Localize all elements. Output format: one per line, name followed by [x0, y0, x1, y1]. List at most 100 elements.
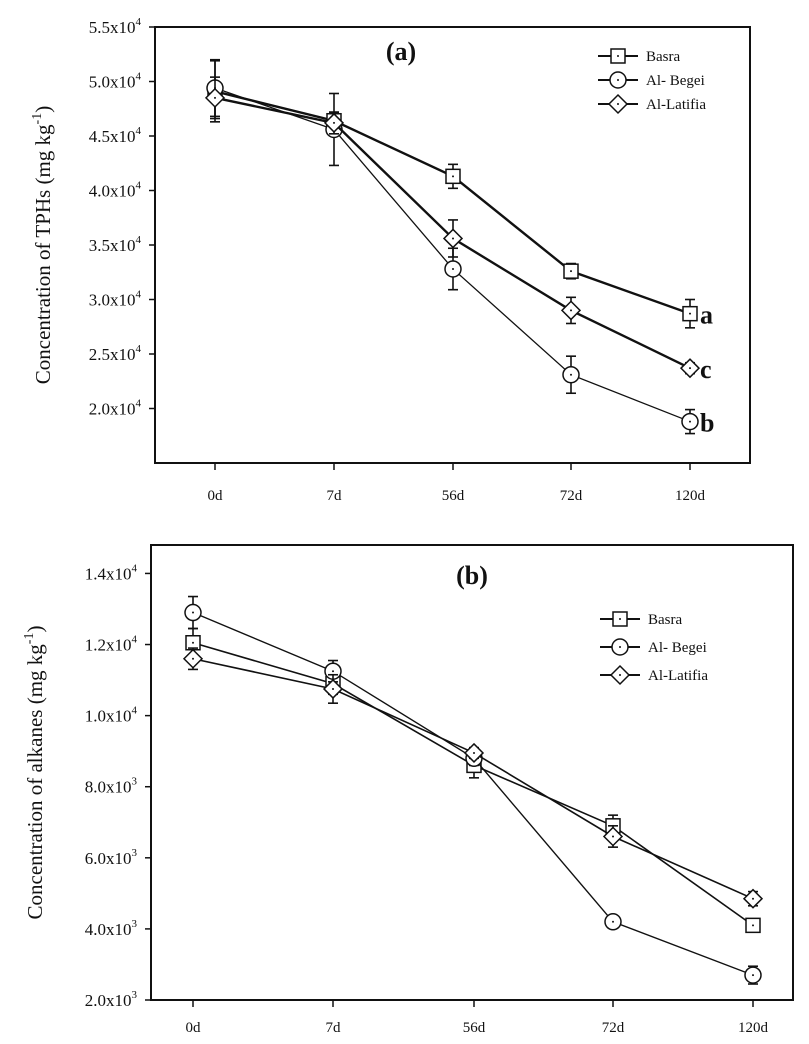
marker-center-dot — [192, 641, 194, 644]
legend-item: Al-Latifia — [598, 93, 706, 115]
y-tick-exponent: 3 — [132, 918, 138, 930]
y-tick-exponent: 3 — [132, 847, 138, 859]
chart-title: (b) — [456, 561, 488, 590]
y-axis-label: Concentration of alkanes (mg kg-1) — [22, 626, 47, 920]
x-tick-label: 56d — [442, 488, 465, 504]
marker-center-dot — [332, 687, 334, 690]
legend-label: Al- Begei — [648, 640, 707, 656]
y-axis-label-sup: -1 — [30, 113, 45, 125]
marker-center-dot — [619, 674, 621, 676]
y-tick-label: 1.0x104 — [85, 705, 138, 726]
y-tick-label: 1.4x104 — [85, 562, 138, 583]
x-tick-label: 56d — [463, 1020, 486, 1036]
y-tick-exponent: 3 — [132, 776, 138, 788]
legend-label: Basra — [646, 49, 680, 65]
x-tick-label: 72d — [602, 1020, 625, 1036]
marker-center-dot — [752, 924, 754, 927]
marker-center-dot — [452, 267, 454, 270]
marker-center-dot — [612, 835, 614, 838]
legend-label: Al- Begei — [646, 73, 705, 89]
y-axis-label-end: ) — [31, 106, 55, 113]
y-tick-base: 4.0x10 — [89, 182, 136, 201]
y-tick-exponent: 4 — [136, 16, 142, 28]
y-tick-label: 5.0x104 — [89, 71, 142, 92]
y-tick-label: 1.2x104 — [85, 634, 138, 655]
y-tick-base: 1.2x10 — [85, 636, 132, 655]
significance-letter: a — [700, 301, 713, 330]
y-tick-label: 3.5x104 — [89, 234, 142, 255]
y-axis-label-sup: -1 — [22, 633, 37, 645]
y-tick-exponent: 4 — [136, 343, 142, 355]
y-tick-exponent: 4 — [132, 562, 138, 574]
y-tick-exponent: 4 — [136, 71, 142, 83]
marker-center-dot — [689, 420, 691, 423]
y-tick-label: 3.0x104 — [89, 289, 142, 310]
legend-item: Al- Begei — [598, 71, 705, 89]
chart-title: (a) — [386, 37, 416, 66]
y-tick-base: 5.0x10 — [89, 73, 136, 92]
y-tick-base: 6.0x10 — [85, 849, 132, 868]
marker-center-dot — [452, 237, 454, 240]
y-tick-label: 8.0x103 — [85, 776, 138, 797]
series-al-latifia: c — [204, 76, 712, 384]
marker-center-dot — [333, 121, 335, 124]
marker-center-dot — [192, 657, 194, 660]
significance-letter: c — [700, 355, 712, 384]
marker-center-dot — [192, 611, 194, 614]
y-tick-base: 3.0x10 — [89, 291, 136, 310]
legend-label: Al-Latifia — [648, 668, 708, 684]
y-axis-label-end: ) — [23, 626, 47, 633]
marker-center-dot — [689, 312, 691, 315]
y-tick-label: 6.0x103 — [85, 847, 138, 868]
y-tick-base: 5.5x10 — [89, 18, 136, 37]
marker-center-dot — [689, 367, 691, 370]
y-tick-label: 2.0x103 — [85, 989, 138, 1010]
marker-center-dot — [752, 897, 754, 900]
significance-letter: b — [700, 409, 714, 438]
series-al-begei: b — [206, 58, 714, 438]
marker-center-dot — [570, 373, 572, 376]
y-tick-base: 1.0x10 — [85, 707, 132, 726]
legend-label: Al-Latifia — [646, 97, 706, 113]
series-basra: a — [207, 59, 713, 330]
series-al-latifia — [182, 647, 764, 909]
marker-center-dot — [617, 79, 619, 81]
marker-center-dot — [617, 55, 619, 57]
y-tick-base: 4.0x10 — [85, 920, 132, 939]
x-tick-label: 0d — [208, 488, 224, 504]
marker-center-dot — [570, 270, 572, 273]
x-tick-label: 7d — [326, 1020, 342, 1036]
marker-center-dot — [332, 670, 334, 673]
y-axis-label-text: Concentration of alkanes (mg kg — [23, 644, 47, 920]
marker-center-dot — [612, 920, 614, 923]
y-tick-base: 8.0x10 — [85, 778, 132, 797]
y-tick-exponent: 4 — [132, 705, 138, 717]
marker-center-dot — [473, 751, 475, 754]
chart-a: (a)2.0x1042.5x1043.0x1043.5x1044.0x1044.… — [30, 16, 751, 504]
legend-item: Al- Begei — [600, 638, 707, 656]
y-tick-exponent: 3 — [132, 989, 138, 1001]
marker-center-dot — [617, 103, 619, 105]
y-tick-base: 4.5x10 — [89, 127, 136, 146]
x-tick-label: 7d — [327, 488, 343, 504]
y-tick-exponent: 4 — [136, 289, 142, 301]
y-tick-label: 4.0x104 — [89, 180, 142, 201]
y-tick-label: 4.5x104 — [89, 125, 142, 146]
y-tick-base: 2.0x10 — [85, 991, 132, 1010]
x-tick-label: 72d — [560, 488, 583, 504]
legend-item: Al-Latifia — [600, 664, 708, 686]
y-tick-exponent: 4 — [136, 234, 142, 246]
chart-b: (b)2.0x1034.0x1036.0x1038.0x1031.0x1041.… — [22, 544, 794, 1036]
y-tick-base: 1.4x10 — [85, 564, 132, 583]
y-axis-label-text: Concentration of TPHs (mg kg — [31, 124, 55, 384]
y-tick-exponent: 4 — [136, 180, 142, 192]
y-tick-exponent: 4 — [136, 125, 142, 137]
legend-item: Basra — [600, 611, 682, 628]
x-tick-label: 120d — [738, 1020, 769, 1036]
marker-center-dot — [452, 175, 454, 178]
marker-center-dot — [619, 618, 621, 620]
y-tick-base: 2.5x10 — [89, 345, 136, 364]
series-line — [192, 641, 754, 927]
x-tick-label: 0d — [186, 1020, 202, 1036]
